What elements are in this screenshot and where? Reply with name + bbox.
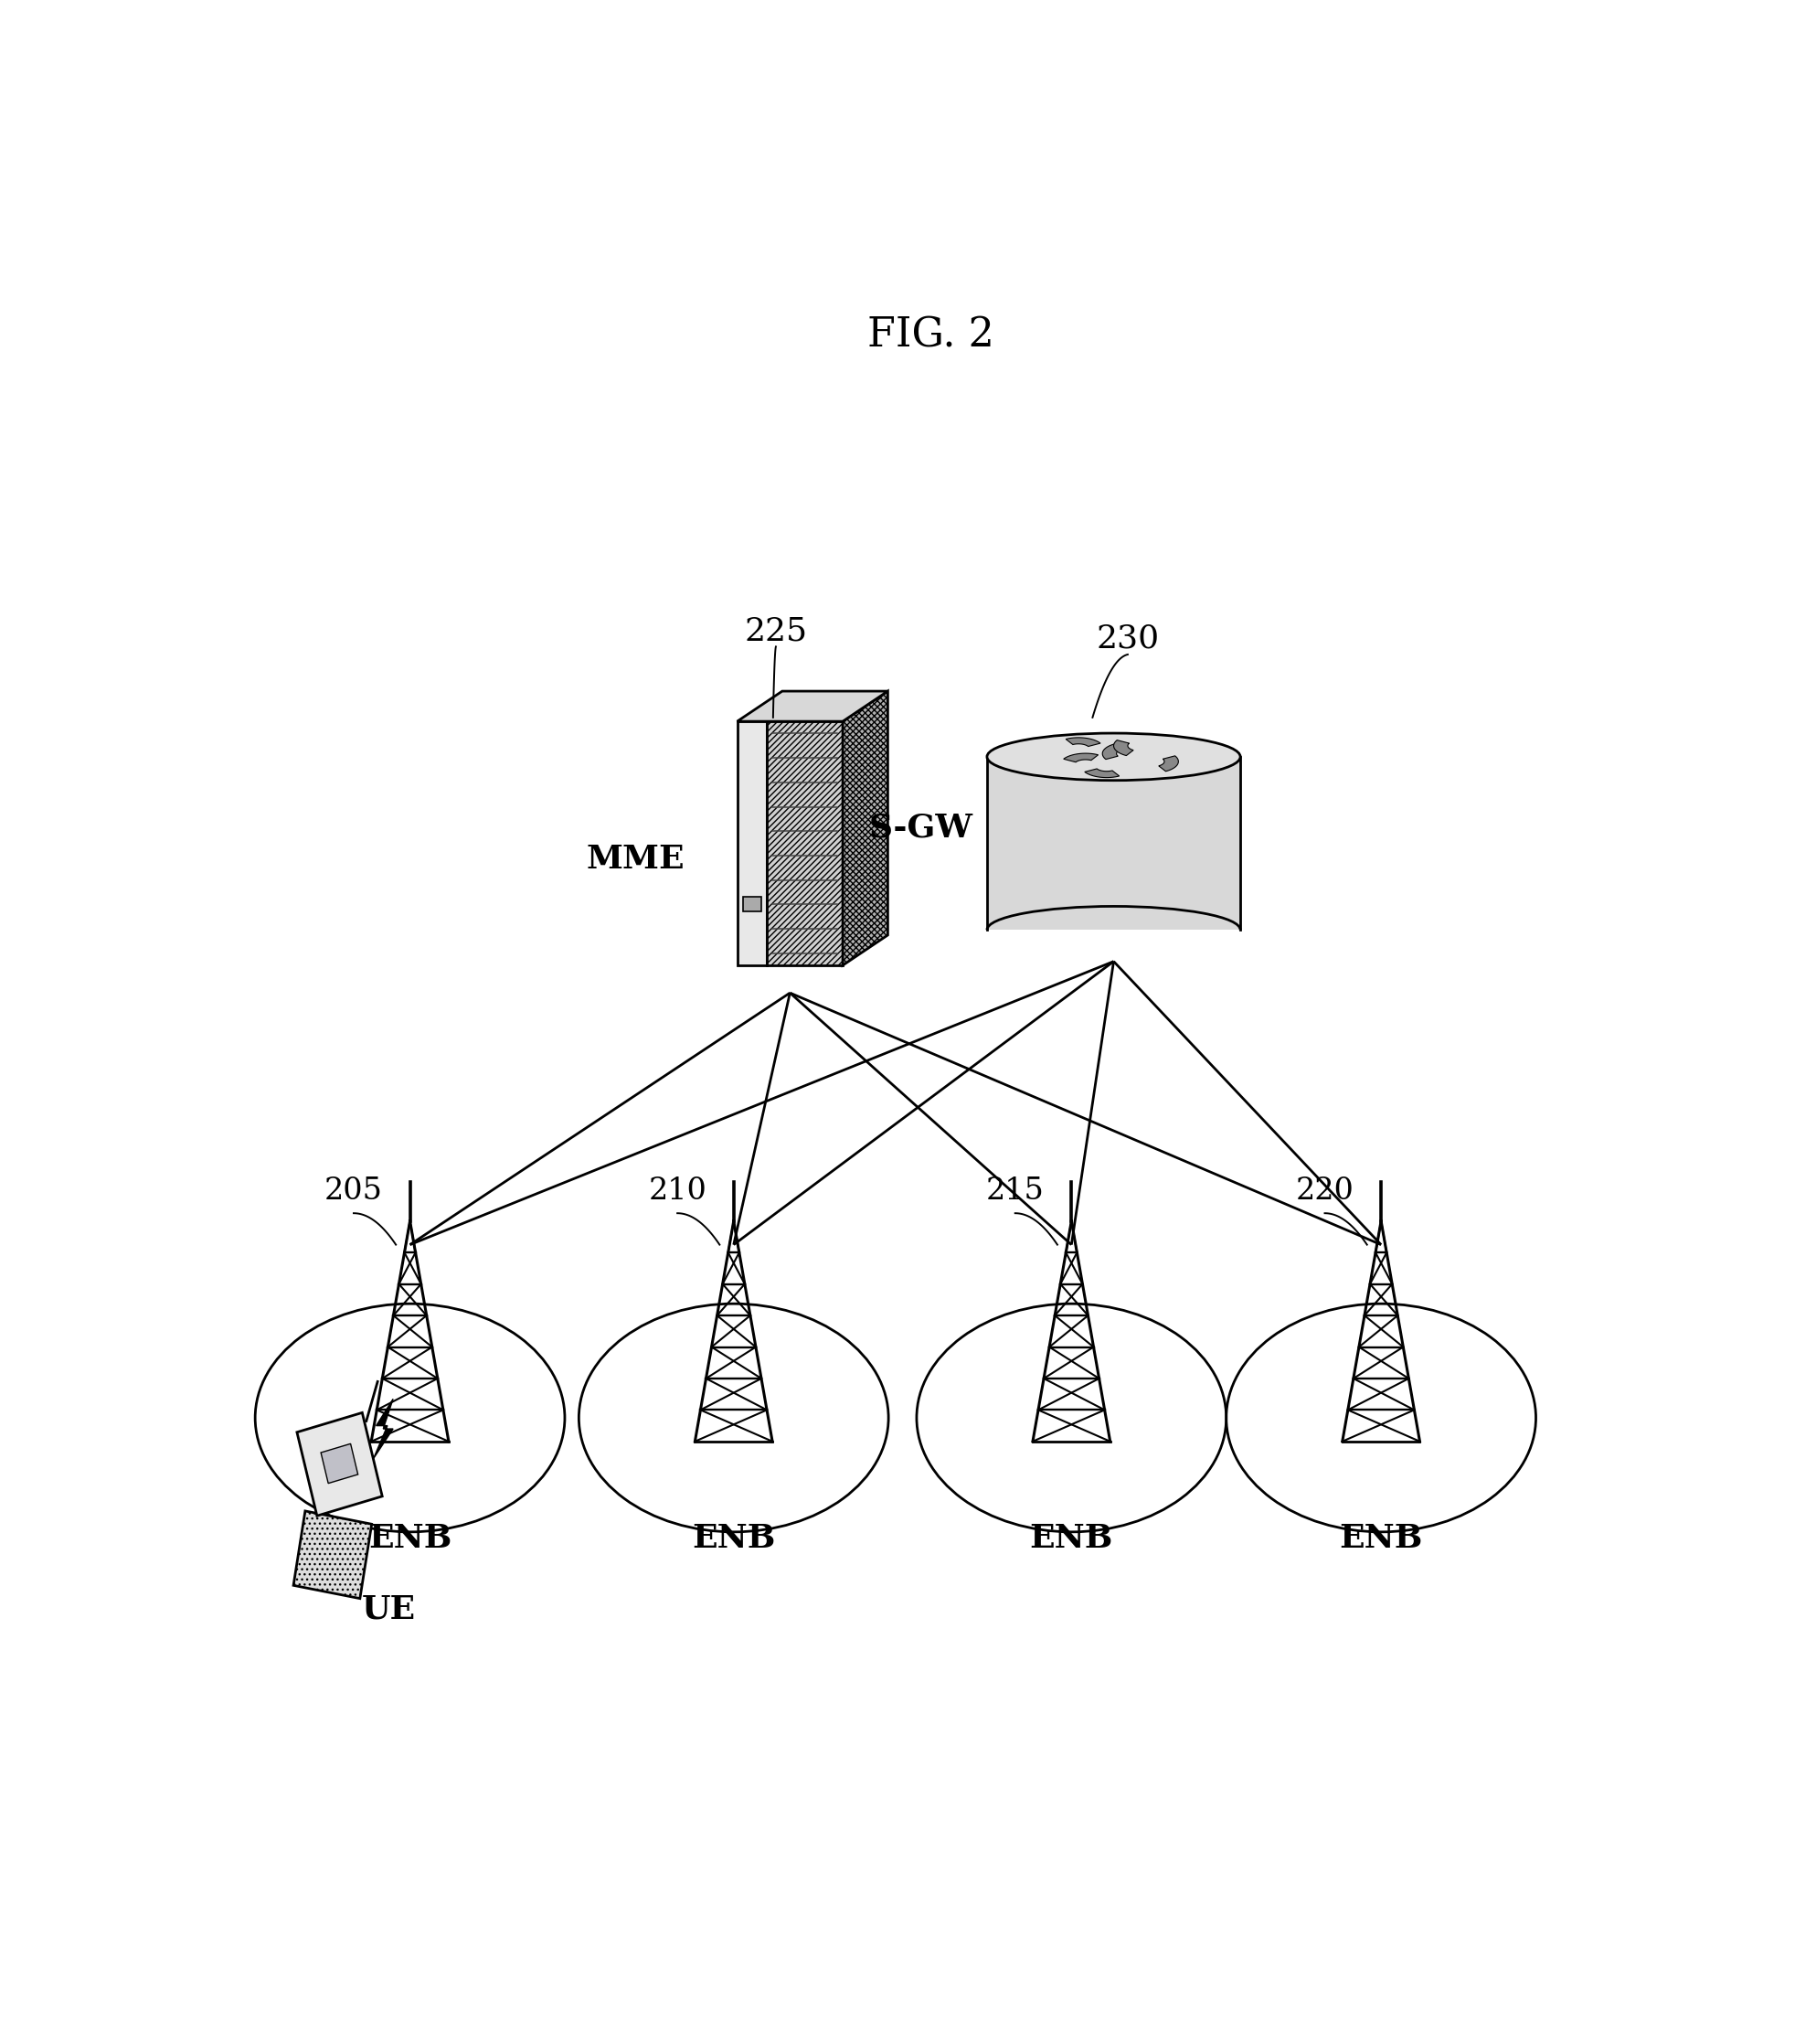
- Polygon shape: [321, 1443, 358, 1484]
- Text: ENB: ENB: [369, 1523, 452, 1553]
- Polygon shape: [1084, 769, 1119, 777]
- Text: 215: 215: [986, 1175, 1044, 1206]
- Polygon shape: [1102, 744, 1122, 758]
- Text: ENB: ENB: [692, 1523, 775, 1553]
- Text: 210: 210: [648, 1175, 706, 1206]
- Polygon shape: [374, 1398, 392, 1459]
- Polygon shape: [1113, 740, 1133, 756]
- Polygon shape: [294, 1511, 372, 1598]
- Text: ENB: ENB: [1340, 1523, 1422, 1553]
- Polygon shape: [988, 756, 1240, 930]
- Text: 205: 205: [325, 1175, 383, 1206]
- FancyBboxPatch shape: [743, 897, 761, 912]
- Polygon shape: [1159, 756, 1179, 771]
- Polygon shape: [843, 691, 888, 965]
- Polygon shape: [737, 691, 888, 722]
- Polygon shape: [1066, 738, 1100, 746]
- Text: FIG. 2: FIG. 2: [868, 317, 993, 356]
- Text: MME: MME: [587, 844, 685, 875]
- Text: 230: 230: [1097, 623, 1159, 654]
- Text: ENB: ENB: [1030, 1523, 1113, 1553]
- Polygon shape: [298, 1412, 381, 1517]
- Text: 225: 225: [745, 615, 808, 646]
- Polygon shape: [737, 722, 766, 965]
- Text: S-GW: S-GW: [868, 811, 973, 844]
- Ellipse shape: [988, 734, 1240, 781]
- Text: 220: 220: [1295, 1175, 1355, 1206]
- Polygon shape: [766, 722, 843, 965]
- Text: UE: UE: [361, 1594, 416, 1625]
- Polygon shape: [1064, 754, 1099, 762]
